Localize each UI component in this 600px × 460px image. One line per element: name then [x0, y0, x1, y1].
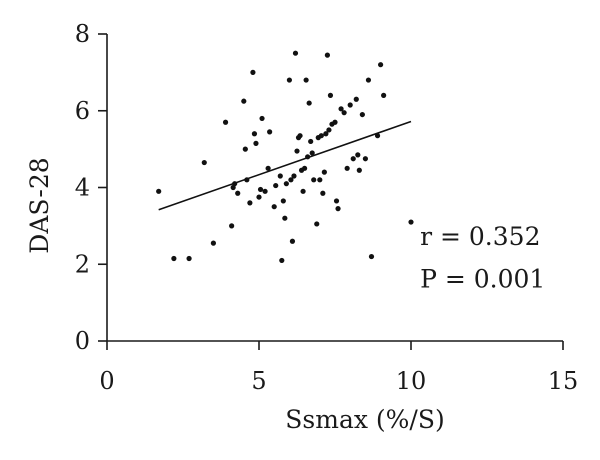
data-point — [355, 152, 361, 158]
data-point — [350, 156, 356, 162]
data-point — [353, 96, 359, 102]
data-point — [256, 194, 262, 200]
y-tick-label: 4 — [75, 174, 90, 202]
data-point — [323, 131, 329, 137]
data-point — [326, 127, 332, 133]
data-point — [273, 182, 279, 189]
data-point — [320, 190, 326, 196]
data-point — [311, 177, 317, 183]
data-point — [201, 159, 207, 166]
data-point — [338, 106, 344, 112]
data-point — [318, 133, 324, 139]
data-point — [300, 188, 306, 194]
data-point — [308, 138, 314, 145]
data-point — [356, 167, 362, 173]
data-point — [259, 115, 265, 122]
data-point — [359, 111, 365, 118]
data-point — [292, 50, 299, 56]
data-point — [283, 181, 289, 187]
data-point — [265, 165, 271, 171]
data-point — [347, 102, 353, 108]
regression-line — [158, 120, 412, 211]
data-point — [222, 119, 229, 125]
y-tick-label: 2 — [75, 250, 90, 278]
data-point — [368, 253, 375, 260]
data-point — [362, 156, 368, 162]
data-point — [257, 186, 264, 193]
data-point — [314, 221, 320, 227]
x-tick-label: 5 — [251, 367, 266, 395]
data-point — [267, 129, 273, 135]
data-point — [324, 52, 330, 58]
data-point — [288, 177, 294, 183]
data-point — [327, 92, 334, 98]
x-axis-ticks: 0 5 10 15 — [99, 341, 578, 395]
data-point — [335, 206, 341, 212]
data-point — [235, 190, 241, 196]
data-point — [321, 169, 327, 175]
x-tick-label: 15 — [548, 367, 579, 395]
data-point — [279, 257, 285, 264]
data-point — [251, 131, 258, 137]
data-point — [247, 200, 253, 206]
data-point — [291, 173, 297, 179]
x-tick-label: 0 — [99, 367, 114, 395]
y-axis-ticks: 0 2 4 6 8 — [75, 20, 107, 355]
data-point — [378, 62, 384, 68]
x-axis-label: Ssmax (%/S) — [285, 405, 444, 434]
data-point — [250, 69, 256, 75]
data-point — [294, 148, 300, 154]
data-point — [341, 110, 347, 116]
data-point — [317, 177, 323, 183]
data-point — [241, 98, 247, 104]
data-point — [333, 198, 340, 204]
data-point — [282, 215, 288, 221]
data-point — [381, 92, 387, 98]
data-point — [408, 219, 414, 225]
data-point — [365, 77, 372, 83]
data-point — [297, 133, 303, 139]
data-point — [280, 198, 286, 204]
data-point — [303, 77, 309, 83]
data-point — [262, 188, 268, 194]
data-point — [156, 188, 162, 194]
y-tick-label: 8 — [75, 20, 90, 48]
annotation-text: r = 0.352 — [420, 222, 540, 251]
data-point — [171, 255, 177, 262]
x-tick-label: 10 — [396, 367, 427, 395]
data-point — [242, 146, 248, 152]
data-point — [306, 100, 312, 106]
data-point — [302, 165, 308, 171]
data-point — [286, 77, 292, 83]
annotation-text: P = 0.001 — [420, 264, 545, 293]
y-axis-label: DAS-28 — [25, 157, 54, 253]
data-points — [156, 50, 414, 264]
data-point — [309, 150, 315, 156]
data-point — [344, 165, 350, 171]
data-point — [229, 223, 235, 229]
y-tick-label: 0 — [75, 327, 90, 355]
annotations: r = 0.352 P = 0.001 — [420, 222, 545, 293]
data-point — [332, 119, 338, 125]
data-point — [289, 238, 296, 244]
data-point — [186, 255, 192, 262]
data-point — [277, 173, 283, 179]
y-tick-label: 6 — [75, 97, 90, 125]
data-point — [210, 240, 216, 246]
data-point — [271, 204, 277, 210]
data-point — [253, 140, 259, 146]
